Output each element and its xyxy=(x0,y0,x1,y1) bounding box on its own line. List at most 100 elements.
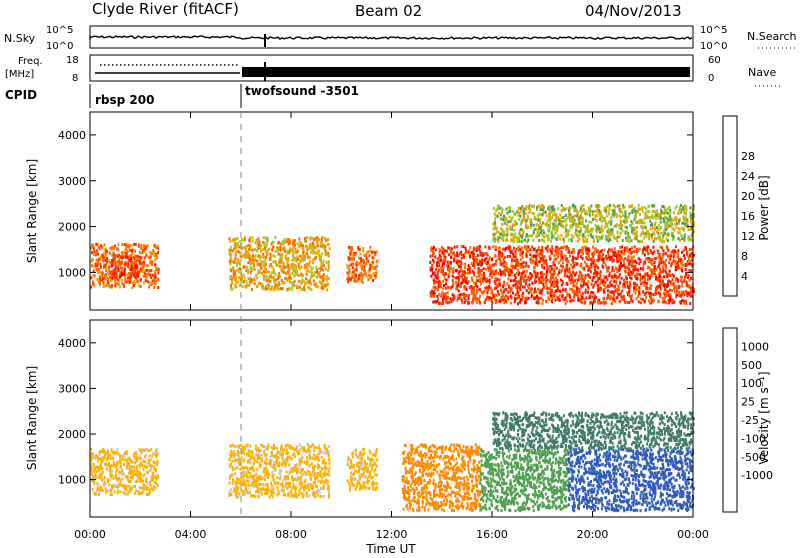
scatter-cell xyxy=(276,264,278,267)
scatter-cell xyxy=(456,299,458,302)
scatter-cell xyxy=(669,209,671,212)
scatter-cell xyxy=(650,287,652,290)
scatter-cell xyxy=(590,221,592,224)
scatter-cell xyxy=(591,253,593,256)
scatter-cell xyxy=(441,293,443,296)
scatter-cell xyxy=(146,269,148,272)
scatter-cell xyxy=(264,247,266,250)
scatter-cell xyxy=(578,224,580,227)
scatter-cell xyxy=(644,301,646,304)
scatter-cell xyxy=(478,268,480,271)
scatter-cell xyxy=(551,268,553,271)
scatter-cell xyxy=(497,215,499,218)
scatter-cell xyxy=(565,288,567,291)
scatter-cell xyxy=(458,265,460,268)
scatter-cell xyxy=(616,215,618,218)
scatter-cell xyxy=(283,262,285,265)
scatter-cell xyxy=(351,257,353,260)
scatter-cell xyxy=(686,283,688,286)
scatter-cell xyxy=(659,279,661,282)
scatter-cell xyxy=(366,275,368,278)
scatter-cell xyxy=(137,259,139,262)
scatter-cell xyxy=(121,279,123,282)
scatter-cell xyxy=(613,209,615,212)
scatter-cell xyxy=(466,294,468,297)
scatter-cell xyxy=(636,272,638,275)
scatter-cell xyxy=(660,288,662,291)
scatter-cell xyxy=(675,268,677,271)
scatter-cell xyxy=(374,252,376,255)
scatter-cell xyxy=(515,250,517,253)
scatter-cell xyxy=(650,249,652,252)
scatter-cell xyxy=(491,264,493,267)
scatter-cell xyxy=(652,227,654,230)
scatter-cell xyxy=(282,240,284,243)
scatter-cell xyxy=(498,254,500,257)
scatter-cell xyxy=(323,286,325,289)
scatter-cell xyxy=(521,236,523,239)
scatter-cell xyxy=(583,240,585,243)
scatter-cell xyxy=(573,209,575,212)
scatter-cell xyxy=(541,238,543,241)
scatter-cell xyxy=(657,250,659,253)
scatter-cell xyxy=(488,258,490,261)
scatter-cell xyxy=(566,282,568,285)
scatter-cell xyxy=(502,234,504,237)
scatter-cell xyxy=(252,237,254,240)
scatter-cell xyxy=(351,247,353,250)
scatter-cell xyxy=(617,270,619,273)
scatter-cell xyxy=(481,269,483,272)
scatter-cell xyxy=(523,215,525,218)
scatter-cell xyxy=(309,243,311,246)
scatter-cell xyxy=(648,237,650,240)
scatter-cell xyxy=(643,263,645,266)
scatter-cell xyxy=(559,290,561,293)
scatter-cell xyxy=(150,467,152,470)
scatter-cell xyxy=(596,265,598,268)
scatter-cell xyxy=(309,265,311,268)
scatter-cell xyxy=(641,281,643,284)
scatter-cell xyxy=(538,297,540,300)
scatter-cell xyxy=(678,209,680,212)
scatter-cell xyxy=(502,286,504,289)
scatter-cell xyxy=(613,280,615,283)
scatter-cell xyxy=(617,296,619,299)
scatter-cell xyxy=(283,246,285,249)
scatter-cell xyxy=(613,294,615,297)
scatter-cell xyxy=(313,248,315,251)
scatter-cell xyxy=(524,239,526,242)
scatter-cell xyxy=(538,239,540,242)
scatter-cell xyxy=(634,236,636,239)
scatter-cell xyxy=(322,246,324,249)
scatter-cell xyxy=(583,268,585,271)
scatter-cell xyxy=(514,259,516,262)
scatter-cell xyxy=(465,281,467,284)
scatter-cell xyxy=(140,247,142,250)
scatter-cell xyxy=(503,281,505,284)
scatter-cell xyxy=(287,264,289,267)
scatter-cell xyxy=(564,245,566,248)
scatter-cell xyxy=(636,231,638,234)
scatter-cell xyxy=(235,280,237,283)
scatter-cell xyxy=(577,252,579,255)
scatter-cell xyxy=(152,472,154,475)
scatter-cell xyxy=(551,265,553,268)
scatter-cell xyxy=(689,211,691,214)
scatter-cell xyxy=(455,287,457,290)
scatter-cell xyxy=(502,223,504,226)
scatter-cell xyxy=(620,220,622,223)
scatter-cell xyxy=(551,300,553,303)
scatter-cell xyxy=(105,250,107,253)
scatter-cell xyxy=(315,266,317,269)
scatter-cell xyxy=(563,216,565,219)
scatter-cell xyxy=(154,263,156,266)
scatter-cell xyxy=(631,246,633,249)
scatter-cell xyxy=(103,244,105,247)
scatter-cell xyxy=(604,302,606,305)
scatter-cell xyxy=(437,271,439,274)
scatter-cell xyxy=(555,299,557,302)
scatter-cell xyxy=(256,277,258,280)
scatter-cell xyxy=(555,277,557,280)
scatter-cell xyxy=(609,231,611,234)
scatter-cell xyxy=(232,249,234,252)
